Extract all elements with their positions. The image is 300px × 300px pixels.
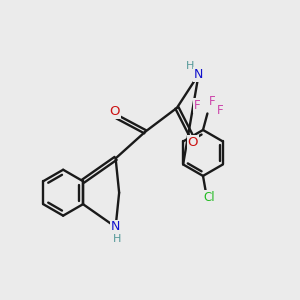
Text: N: N [111,220,120,233]
Text: Cl: Cl [203,191,215,204]
Text: H: H [113,234,121,244]
Text: H: H [186,61,195,71]
Text: N: N [194,68,203,81]
Text: F: F [217,104,223,117]
Text: O: O [188,136,198,149]
Text: O: O [110,105,120,118]
Text: F: F [194,99,200,112]
Text: F: F [208,94,215,108]
